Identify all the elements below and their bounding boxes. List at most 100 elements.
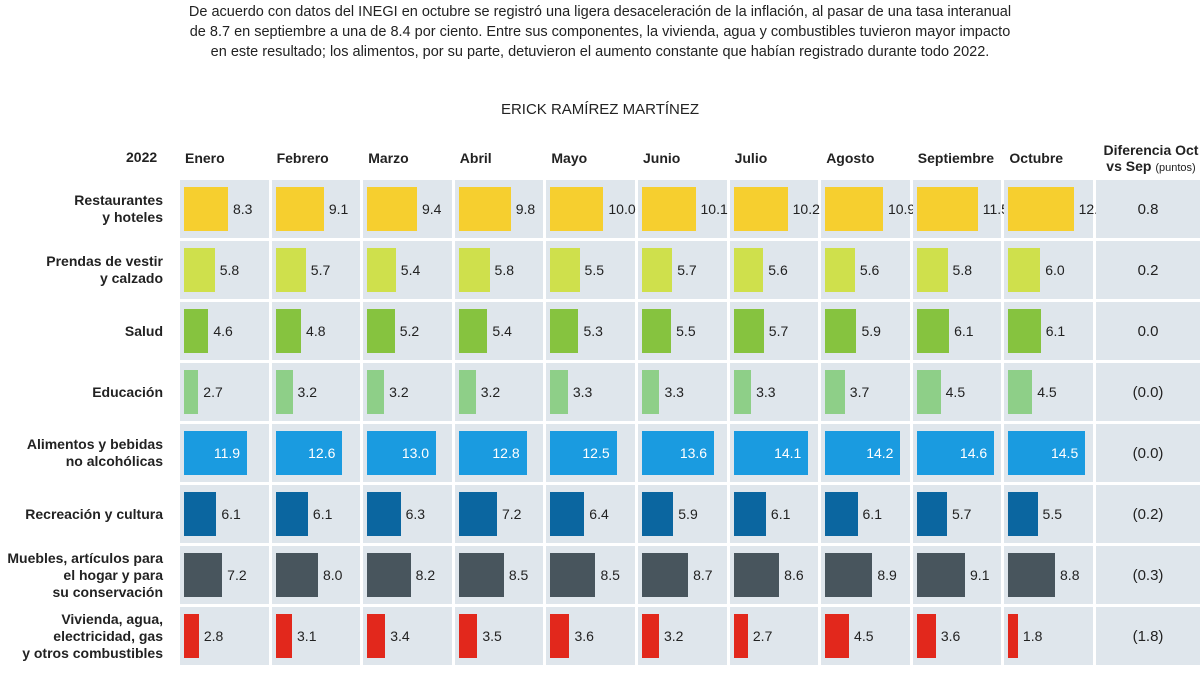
value-label: 12.5 (582, 445, 610, 461)
value-label: 6.4 (589, 506, 609, 522)
cell: 5.5 (638, 302, 727, 360)
value-label: 3.6 (574, 628, 594, 644)
cell: 1.8 (1004, 607, 1093, 665)
cell: 10.1 (638, 180, 728, 238)
column-header: Agosto (826, 150, 875, 166)
cell: 8.8 (1004, 546, 1093, 604)
value-label: 14.1 (774, 445, 802, 461)
cell: 5.8 (180, 241, 269, 299)
bar (916, 187, 978, 231)
cell: 5.7 (729, 302, 819, 360)
bar (275, 370, 293, 414)
cell: 9.8 (454, 180, 544, 238)
bar (733, 553, 780, 597)
bar (825, 370, 845, 414)
cell: 3.3 (729, 363, 819, 421)
value-label: 8.7 (693, 567, 713, 583)
cell: 6.1 (271, 485, 361, 543)
cell: 13.0 (363, 424, 452, 482)
value-label: 3.3 (756, 384, 776, 400)
cell: 7.2 (454, 485, 544, 543)
bar (733, 309, 764, 353)
value-label: 1.8 (1022, 628, 1043, 644)
bar (458, 431, 527, 475)
cell: 3.5 (454, 607, 544, 665)
value-label: 8.0 (322, 567, 343, 583)
bar (458, 614, 478, 658)
value-label: 7.2 (501, 506, 522, 522)
value-label: 5.4 (492, 323, 512, 339)
bar (916, 309, 950, 353)
bar (642, 614, 659, 658)
value-label: 10.0 (608, 201, 636, 217)
bar (642, 187, 696, 231)
column-header: Septiembre (917, 150, 995, 166)
value-label: 5.5 (676, 323, 696, 339)
value-label: 9.8 (515, 201, 536, 217)
bar (184, 309, 209, 353)
cell: 4.5 (821, 607, 910, 665)
bar (733, 492, 766, 536)
cell: 3.2 (454, 363, 544, 421)
value-label: 5.3 (583, 323, 603, 339)
bar (733, 614, 748, 658)
value-label: 8.5 (508, 567, 529, 583)
value-label: 2.7 (203, 384, 223, 400)
bar (367, 309, 395, 353)
cell: 5.6 (821, 241, 910, 299)
cell: 12.6 (271, 424, 361, 482)
bar (1008, 248, 1041, 292)
cell: 12.3 (1004, 180, 1106, 238)
column-header: Febrero (276, 150, 329, 166)
column-header: Abril (459, 150, 492, 166)
row-label: Salud (124, 322, 163, 339)
value-label: 3.7 (849, 384, 870, 400)
value-label: 9.1 (970, 567, 990, 583)
bar (550, 309, 579, 353)
value-label: 6.1 (221, 506, 241, 522)
bar (184, 248, 215, 292)
bar (367, 431, 437, 475)
cell: 8.0 (271, 546, 361, 604)
bar (275, 431, 343, 475)
cell: 9.1 (912, 546, 1002, 604)
value-label: 4.6 (213, 323, 233, 339)
bar (367, 492, 401, 536)
value-label: 3.3 (572, 384, 593, 400)
cell: 3.2 (363, 363, 452, 421)
bar (458, 187, 511, 231)
bar (550, 187, 604, 231)
bar (1008, 614, 1018, 658)
value-label: 8.6 (784, 567, 804, 583)
cell: 3.2 (271, 363, 361, 421)
value-label: 5.6 (859, 262, 880, 278)
bar (367, 248, 396, 292)
bar (733, 248, 764, 292)
cell: 6.3 (363, 485, 452, 543)
intro-line: en este resultado; los alimentos, por su… (210, 44, 990, 60)
intro-line: de 8.7 en septiembre a una de 8.4 por ci… (189, 24, 1011, 40)
cell: 5.8 (454, 241, 544, 299)
cell: 6.1 (912, 302, 1002, 360)
cell: 3.3 (638, 363, 727, 421)
value-label: 14.5 (1050, 445, 1079, 461)
column-header: Marzo (368, 150, 409, 166)
row-label: Alimentos y bebidas no alcohólicas (26, 436, 163, 469)
bar (184, 431, 248, 475)
value-label: 8.8 (1060, 567, 1080, 583)
cell: 5.5 (1004, 485, 1093, 543)
bar (367, 370, 385, 414)
bar (1008, 492, 1038, 536)
cell: 5.5 (546, 241, 635, 299)
cell: 2.7 (180, 363, 269, 421)
value-label: 3.1 (297, 628, 317, 644)
cell: 6.0 (1004, 241, 1093, 299)
cell: 4.6 (180, 302, 269, 360)
value-label: 4.8 (306, 323, 326, 339)
value-label: 5.2 (399, 323, 420, 339)
bar (458, 553, 504, 597)
cell: 3.4 (363, 607, 452, 665)
value-label: 12.8 (492, 445, 520, 461)
difference: 0.0 (1096, 302, 1200, 360)
